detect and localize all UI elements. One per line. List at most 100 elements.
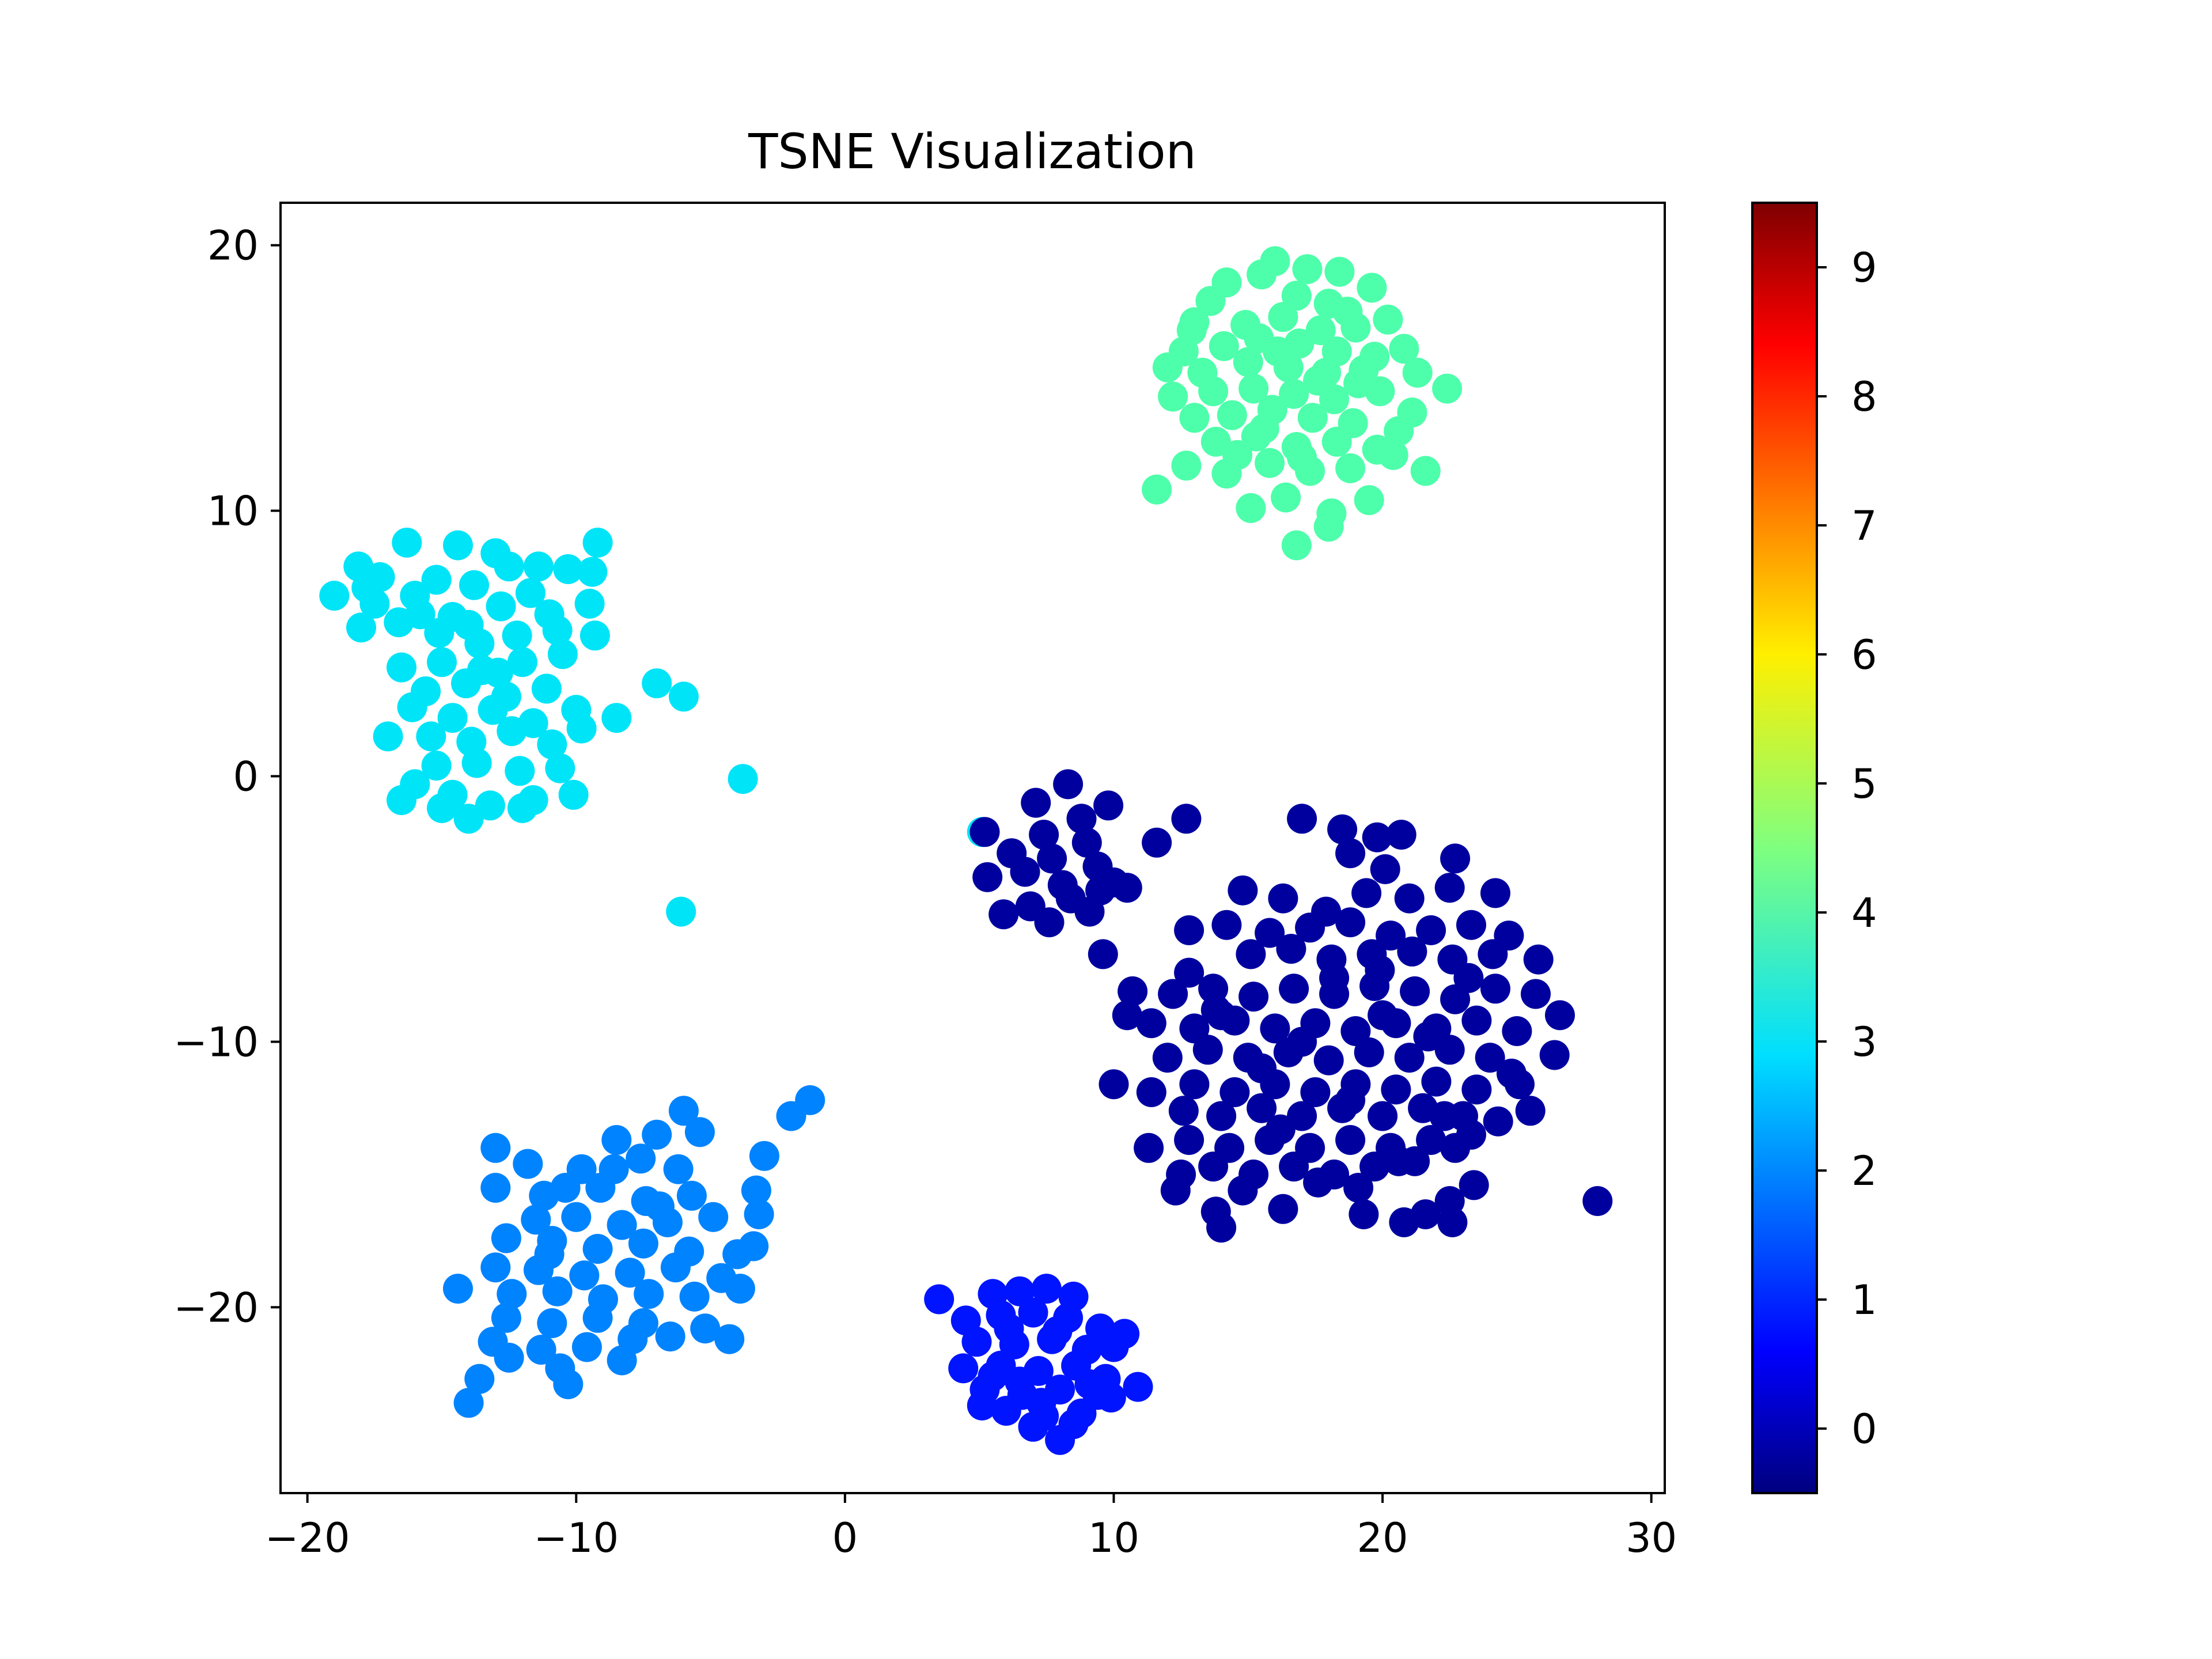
data-point [392, 528, 422, 558]
data-point [574, 589, 605, 619]
data-point [558, 779, 589, 810]
data-point [1410, 1199, 1441, 1229]
data-point [480, 1252, 511, 1283]
data-point [1168, 1096, 1199, 1126]
colorbar-tick-label: 0 [1851, 1406, 1877, 1453]
data-point [1211, 910, 1242, 940]
data-point [1582, 1186, 1613, 1216]
data-point [1055, 883, 1086, 914]
data-point [668, 681, 699, 712]
data-point [1362, 822, 1392, 853]
data-point [1324, 256, 1355, 287]
data-point [1152, 1043, 1183, 1073]
data-point [1303, 1167, 1334, 1198]
data-point [1376, 921, 1406, 951]
data-point [1268, 883, 1298, 914]
data-point [1478, 939, 1508, 969]
data-point [634, 1279, 664, 1309]
data-point [1370, 854, 1400, 884]
data-point [534, 599, 565, 630]
data-point [1005, 1276, 1035, 1306]
data-point [967, 1390, 997, 1421]
colorbar-tick-label: 1 [1851, 1277, 1877, 1324]
data-point [1271, 482, 1301, 513]
data-point [749, 1141, 779, 1171]
data-point [924, 1284, 955, 1315]
data-point [1118, 976, 1148, 1006]
data-point [1335, 838, 1366, 869]
data-point [1255, 448, 1285, 478]
class-3-points [319, 528, 997, 927]
data-point [679, 1281, 710, 1312]
data-point [642, 668, 672, 699]
data-point [351, 573, 382, 603]
data-point [1200, 995, 1231, 1025]
data-point [991, 1396, 1021, 1426]
data-point [1179, 1013, 1210, 1044]
data-point [994, 1313, 1024, 1344]
data-point [1497, 1058, 1527, 1089]
data-point [553, 554, 584, 584]
data-point [1279, 1152, 1309, 1182]
data-point [1354, 1037, 1384, 1067]
data-point [1071, 827, 1102, 858]
data-point [1228, 875, 1258, 906]
data-point [1021, 787, 1051, 818]
data-point [1217, 400, 1247, 430]
data-point [480, 1173, 511, 1203]
data-point [387, 652, 416, 683]
data-point [1459, 1170, 1489, 1200]
data-point [1010, 857, 1040, 887]
data-point [1136, 1008, 1166, 1039]
data-point [1521, 979, 1551, 1009]
data-point [1200, 426, 1231, 457]
chart-title: TSNE Visualization [748, 123, 1196, 180]
data-point [684, 1117, 715, 1147]
data-point [1171, 804, 1202, 834]
data-point [577, 556, 608, 587]
data-point [1074, 1369, 1105, 1399]
data-point [571, 1332, 602, 1362]
data-point [978, 1361, 1008, 1392]
data-point [1249, 413, 1279, 444]
data-point [1359, 1152, 1390, 1182]
data-point [1402, 358, 1433, 388]
data-point [1461, 1005, 1492, 1036]
data-point [1206, 1101, 1237, 1131]
data-point [690, 1313, 721, 1344]
plot-area-frame [279, 202, 1666, 1494]
data-point [1373, 304, 1403, 335]
data-point [1281, 530, 1312, 560]
data-point [507, 793, 537, 823]
data-point [427, 647, 457, 677]
y-tick-label: 10 [207, 488, 259, 535]
data-point [1343, 1173, 1374, 1203]
data-point [1088, 939, 1118, 969]
data-point [1142, 474, 1172, 505]
data-point [1287, 1027, 1317, 1057]
data-point [668, 1096, 699, 1126]
colorbar-tick-label: 2 [1851, 1147, 1877, 1195]
data-point [453, 609, 484, 640]
data-point [1152, 352, 1183, 382]
data-point [534, 1239, 565, 1270]
data-point [725, 1274, 755, 1304]
data-point [1179, 403, 1210, 433]
data-point [526, 1335, 556, 1365]
data-point [1179, 1069, 1210, 1100]
data-point [523, 551, 554, 582]
data-point [475, 790, 505, 821]
data-point [1300, 1077, 1331, 1107]
data-point [1171, 450, 1202, 481]
data-point [1099, 1069, 1129, 1100]
data-point [421, 565, 452, 595]
data-point [1005, 1366, 1035, 1397]
data-point [480, 1132, 511, 1163]
data-point [1539, 1040, 1570, 1070]
data-point [1042, 1316, 1073, 1346]
data-point [494, 1342, 524, 1373]
data-point [714, 1324, 745, 1354]
data-point [1368, 1101, 1398, 1131]
